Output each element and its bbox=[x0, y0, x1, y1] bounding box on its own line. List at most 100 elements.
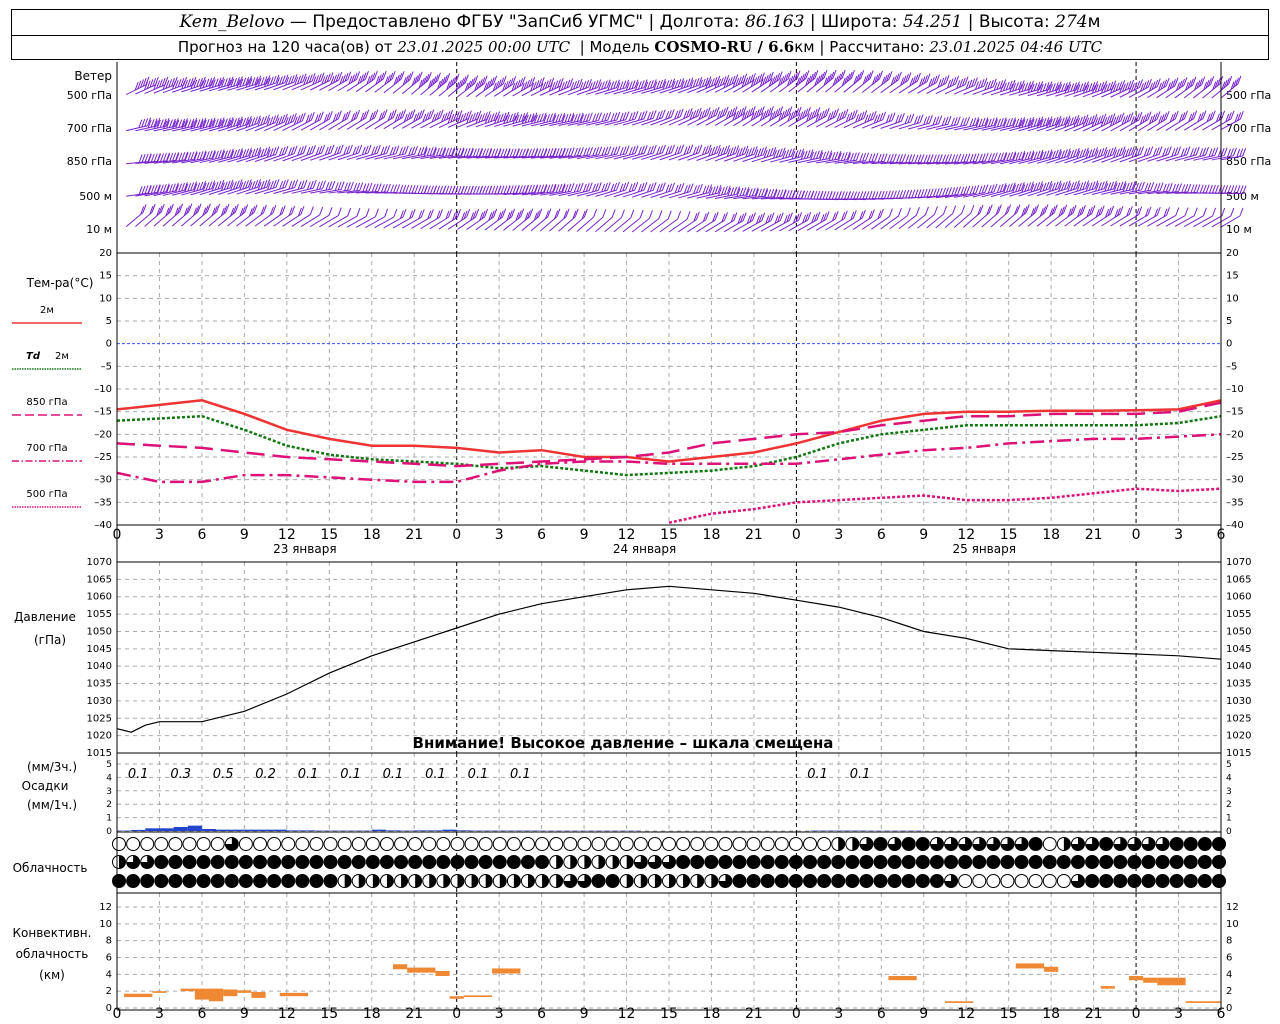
wind-barb-3-73-1 bbox=[807, 190, 812, 200]
cloud-fill-1-53 bbox=[859, 855, 873, 869]
wind-staff-4-42 bbox=[503, 216, 521, 231]
wind-staff-1-56 bbox=[632, 117, 654, 126]
wind-barb-1-68-2 bbox=[755, 109, 760, 118]
wind-staff-2-66 bbox=[724, 153, 746, 162]
wind-barb-1-44-0 bbox=[542, 112, 547, 121]
cloud-fill-1-69 bbox=[1085, 855, 1099, 869]
wind-barb-0-108-2 bbox=[1124, 82, 1129, 91]
wind-staff-4-120 bbox=[1220, 215, 1241, 228]
wind-barb-0-14-1 bbox=[263, 76, 268, 85]
wind-barb-3-68-3 bbox=[755, 189, 759, 198]
wind-barb-2-3-2 bbox=[160, 153, 164, 162]
wind-barb-4-101-1 bbox=[1060, 206, 1065, 215]
wind-barb-4-15-1 bbox=[269, 206, 274, 216]
cloud-fill-2-7 bbox=[211, 874, 225, 888]
wind-barb-4-37-0 bbox=[475, 208, 480, 218]
wind-barb-1-110-2 bbox=[1142, 114, 1147, 123]
cloud-fill-0-76 bbox=[1184, 837, 1198, 851]
wind-staff-1-113 bbox=[1156, 118, 1176, 131]
temp-tick-right-10: 10 bbox=[1226, 293, 1239, 304]
wind-barb-1-49-2 bbox=[582, 113, 587, 123]
wind-barb-2-109-3 bbox=[1131, 149, 1136, 158]
wind-barb-1-10-3 bbox=[221, 119, 225, 128]
wind-staff-4-63 bbox=[696, 219, 716, 233]
temp-hour-label-42: 18 bbox=[703, 527, 721, 543]
wind-barb-3-59-1 bbox=[677, 183, 682, 193]
wind-barb-2-10-0 bbox=[229, 148, 234, 158]
wind-barb-3-9-3 bbox=[211, 182, 216, 192]
wind-barb-0-119-0 bbox=[1228, 75, 1233, 85]
wind-staff-4-53 bbox=[604, 217, 622, 233]
wind-barb-1-116-1 bbox=[1199, 112, 1204, 121]
wind-barb-4-112-1 bbox=[1163, 208, 1168, 217]
wind-staff-0-26 bbox=[355, 78, 375, 92]
wind-staff-3-5 bbox=[162, 189, 185, 196]
wind-barb-1-99-3 bbox=[1039, 118, 1044, 128]
wind-barb-3-5-3 bbox=[175, 184, 180, 193]
wind-barb-3-96-1 bbox=[1017, 182, 1022, 192]
wind-barb-1-112-0 bbox=[1165, 110, 1170, 120]
wind-barb-2-29-0 bbox=[404, 145, 409, 155]
wind-barb-0-49-3 bbox=[579, 82, 584, 91]
wind-barb-2-64-1 bbox=[723, 146, 728, 155]
wind-staff-4-117 bbox=[1193, 215, 1213, 228]
wind-barb-3-51-1 bbox=[604, 182, 608, 192]
wind-barb-1-94-1 bbox=[999, 118, 1004, 127]
wind-barb-4-65-0 bbox=[733, 212, 738, 221]
wind-barb-0-14-2 bbox=[260, 77, 265, 86]
wind-barb-4-3-0 bbox=[160, 203, 165, 213]
wind-barb-2-50-2 bbox=[592, 147, 597, 156]
wind-staff-0-99 bbox=[1027, 89, 1050, 97]
wind-barb-4-97-2 bbox=[1021, 208, 1026, 217]
wind-barb-3-120-1 bbox=[1239, 185, 1244, 194]
wind-barb-0-90-2 bbox=[959, 79, 964, 88]
temp-hour-label-45: 21 bbox=[745, 527, 763, 543]
cloud-fill-1-6 bbox=[197, 855, 211, 869]
wind-staff-1-15 bbox=[254, 122, 276, 132]
temp-hour-label-33: 9 bbox=[580, 527, 589, 543]
wind-barb-0-112-1 bbox=[1163, 79, 1168, 88]
wind-barb-1-107-3 bbox=[1112, 116, 1117, 126]
wind-barb-1-30-3 bbox=[403, 113, 408, 123]
wind-barb-1-11-4 bbox=[227, 119, 232, 129]
wind-barb-3-36-3 bbox=[460, 185, 465, 195]
wind-barb-3-45-3 bbox=[543, 185, 548, 194]
wind-barb-4-63-0 bbox=[714, 211, 719, 221]
wind-barb-4-82-0 bbox=[888, 208, 893, 217]
wind-barb-1-106-1 bbox=[1108, 114, 1113, 123]
wind-barb-0-113-1 bbox=[1172, 79, 1176, 88]
wind-barb-1-96-3 bbox=[1012, 119, 1017, 128]
wind-barb-0-70-4 bbox=[768, 78, 773, 87]
wind-barb-4-67-1 bbox=[749, 213, 754, 223]
wind-barb-1-20-2 bbox=[314, 114, 319, 123]
wind-barb-3-98-2 bbox=[1033, 183, 1038, 192]
wind-barb-2-11-1 bbox=[236, 149, 240, 158]
cloud-fill-2-55 bbox=[888, 874, 902, 888]
wind-barb-0-32-4 bbox=[418, 79, 423, 89]
wind-staff-1-107 bbox=[1101, 120, 1122, 132]
wind-barb-3-102-3 bbox=[1067, 183, 1072, 192]
wind-barb-1-32-0 bbox=[430, 109, 435, 118]
wind-barb-3-112-2 bbox=[1162, 183, 1167, 193]
wind-barb-0-64-4 bbox=[714, 80, 719, 89]
conv-segment-13 bbox=[463, 995, 493, 998]
wind-barb-2-35-0 bbox=[460, 147, 465, 156]
wind-staff-0-37 bbox=[457, 83, 476, 98]
wind-barb-2-38-2 bbox=[482, 148, 487, 157]
wind-barb-2-69-0 bbox=[772, 147, 777, 156]
cloud-fill-1-39 bbox=[662, 855, 676, 869]
cloud-fill-1-38 bbox=[648, 855, 662, 869]
wind-barb-4-57-0 bbox=[658, 210, 663, 219]
wind-staff-3-51 bbox=[586, 189, 608, 197]
wind-barb-0-118-1 bbox=[1216, 77, 1221, 87]
day-label-0: 23 января bbox=[273, 542, 336, 556]
wind-barb-1-80-2 bbox=[867, 113, 872, 122]
wind-barb-2-36-0 bbox=[469, 147, 474, 157]
wind-staff-4-80 bbox=[852, 217, 872, 230]
wind-staff-1-53 bbox=[604, 119, 627, 126]
wind-barb-0-69-0 bbox=[769, 71, 774, 81]
wind-barb-2-7-0 bbox=[202, 150, 207, 159]
wind-barb-1-50-1 bbox=[595, 113, 600, 122]
wind-barb-1-69-3 bbox=[762, 110, 767, 120]
wind-barb-0-93-0 bbox=[992, 78, 997, 88]
